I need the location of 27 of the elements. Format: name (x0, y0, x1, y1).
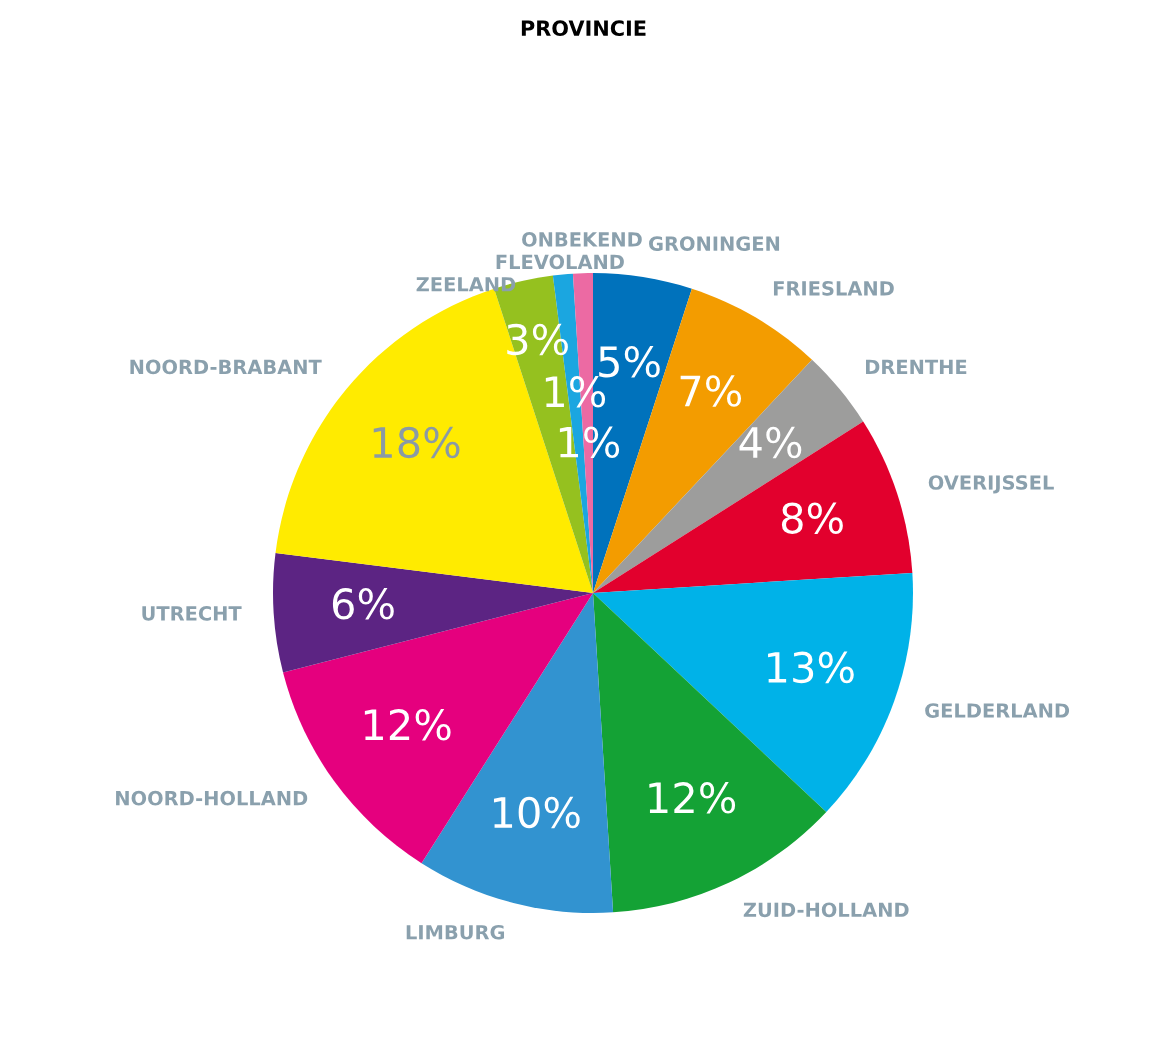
data-label: 7% (680, 375, 742, 407)
slice-label: GELDERLAND (925, 703, 1070, 718)
data-label: 5% (599, 346, 660, 378)
pie-slice (593, 572, 913, 813)
data-label: 8% (781, 502, 843, 534)
pie-slice (273, 552, 593, 673)
slice-label: ONBEKEND (522, 232, 642, 247)
data-label: 10% (493, 796, 580, 829)
data-label: 18% (373, 426, 460, 459)
slice-label: UTRECHT (142, 606, 242, 621)
slice-label: LIMBURG (406, 924, 505, 940)
data-label: 6% (332, 588, 394, 620)
slice-label: NOORD-HOLLAND (116, 790, 308, 806)
slice-label: DRENTHE (866, 359, 967, 374)
chart-title: PROVINCIE (521, 20, 646, 37)
slice-label: NOORD-BRABANT (130, 359, 322, 375)
data-label: 12% (364, 709, 451, 741)
data-label: 4% (739, 426, 802, 459)
slice-label: FLEVOLAND (496, 254, 624, 270)
data-label: 13% (768, 651, 854, 684)
data-label: 12% (649, 782, 736, 814)
slice-label: GRONINGEN (649, 236, 780, 251)
slice-label: FRIESLAND (773, 280, 894, 296)
slice-label: ZEELAND (416, 277, 516, 292)
data-label: 1% (545, 376, 606, 408)
slice-label: OVERIJSSEL (928, 475, 1054, 494)
slice-label: ZUID-HOLLAND (743, 902, 909, 918)
